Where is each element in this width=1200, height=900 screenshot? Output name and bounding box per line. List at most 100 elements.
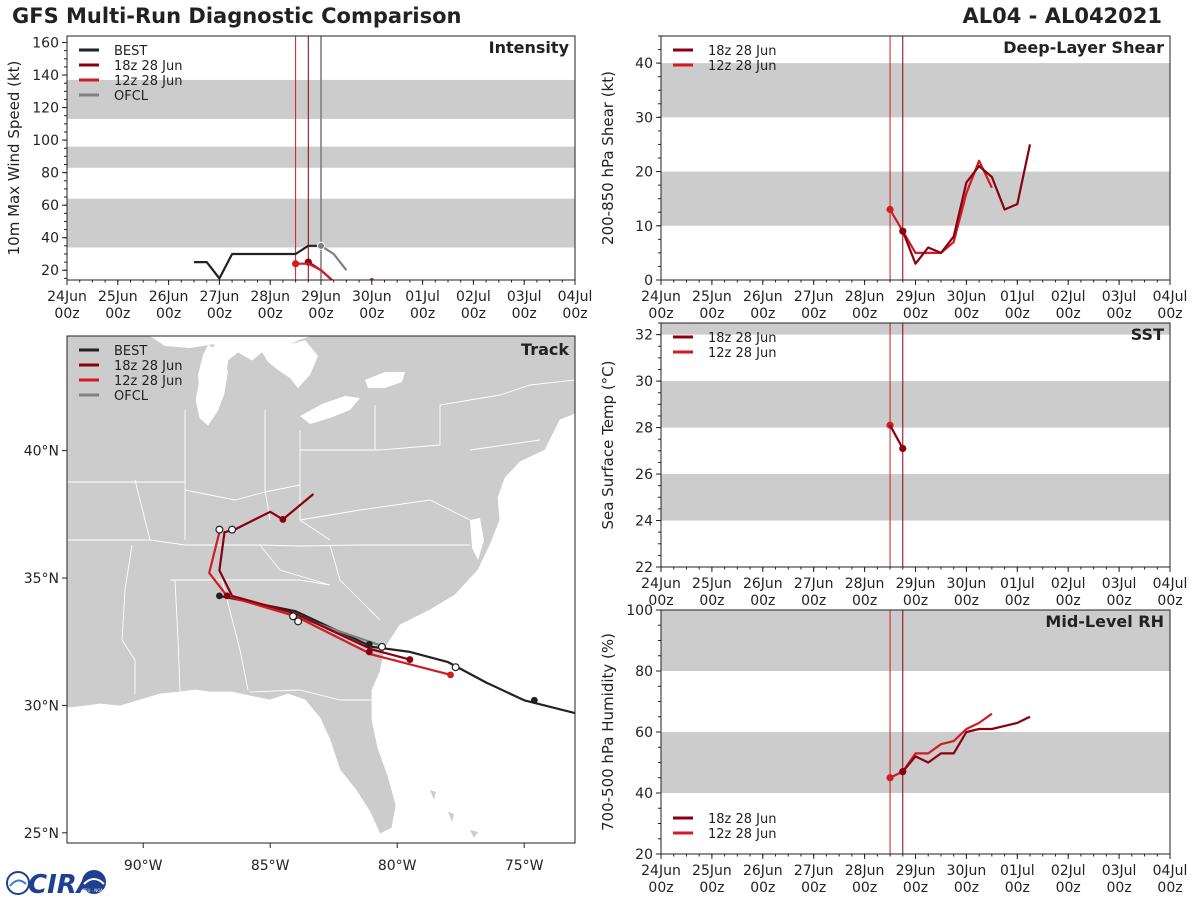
- rh-xtick-label-date: 30Jun: [947, 863, 987, 879]
- shear-xtick-label-hour: 00z: [903, 306, 928, 322]
- rh-xtick-label-date: 03Jul: [1102, 863, 1137, 879]
- sst-xtick-label-hour: 00z: [1157, 593, 1182, 609]
- shear-plot-area: [661, 36, 1170, 280]
- shear-legend-label-run18z: 18z 28 Jun: [708, 44, 777, 59]
- shear-series-run18z: [901, 144, 1032, 265]
- intensity-legend-label-run18z: 18z 28 Jun: [114, 59, 183, 74]
- intensity-xtick-label-hour: 00z: [207, 306, 232, 322]
- intensity-xtick-label-date: 24Jun: [47, 289, 87, 305]
- track-line-run12z: [208, 531, 451, 676]
- lake-ontario: [365, 372, 405, 388]
- shear-ylabel: 200-850 hPa Shear (kt): [599, 71, 617, 245]
- sst-ytick-label: 28: [635, 421, 653, 437]
- sst-xtick-label-hour: 00z: [954, 593, 979, 609]
- shear-xtick-label-hour: 00z: [852, 306, 877, 322]
- rh-xtick-label-hour: 00z: [648, 880, 673, 896]
- shear-xtick-label-date: 30Jun: [947, 289, 987, 305]
- shear-xtick-label-hour: 00z: [954, 306, 979, 322]
- rh-title: Mid-Level RH: [1045, 612, 1164, 631]
- sst-xtick-label-date: 01Jul: [1000, 576, 1035, 592]
- track-position-open-best: [289, 612, 298, 621]
- track-position-open-ofcl: [377, 642, 386, 651]
- rh-ytick-label: 100: [626, 603, 653, 619]
- track-position-open-run18z: [228, 525, 237, 534]
- shear-xtick-label-hour: 00z: [801, 306, 826, 322]
- rh-plot-area: [661, 610, 1170, 854]
- shear-xtick-label-date: 27Jun: [794, 289, 834, 305]
- intensity-xtick-label-hour: 00z: [258, 306, 283, 322]
- track-position-run18z: [406, 656, 414, 663]
- track-legend-label-ofcl: OFCL: [114, 389, 149, 404]
- rh-panel: 2040608010024Jun00z25Jun00z26Jun00z27Jun…: [599, 603, 1187, 896]
- rh-xtick-label-hour: 00z: [801, 880, 826, 896]
- lake-huron: [262, 340, 318, 388]
- shear-xtick-label-hour: 00z: [1107, 306, 1132, 322]
- rh-xtick-label-date: 27Jun: [794, 863, 834, 879]
- track-position-best: [530, 696, 538, 704]
- logo-badge-icon: [82, 870, 106, 894]
- rh-xtick-label-date: 01Jul: [1000, 863, 1035, 879]
- rh-xtick-label-date: 04Jul: [1153, 863, 1188, 879]
- track-ytick-label: 30°N: [24, 698, 59, 714]
- shear-xtick-label-hour: 00z: [1056, 306, 1081, 322]
- sst-ytick-label: 24: [635, 514, 653, 530]
- track-frame: [66, 335, 576, 844]
- track-position-run12z: [447, 671, 454, 679]
- shear-xtick-label-date: 28Jun: [845, 289, 885, 305]
- shear-xtick-label-date: 26Jun: [743, 289, 783, 305]
- shear-xtick-label-date: 04Jul: [1153, 289, 1188, 305]
- sst-xtick-label-hour: 00z: [648, 593, 673, 609]
- rh-series-run18z: [901, 715, 1031, 773]
- intensity-ytick-label: 20: [41, 263, 59, 279]
- shear-panel: 01020304024Jun00z25Jun00z26Jun00z27Jun00…: [599, 35, 1188, 322]
- track-position-open-best: [451, 663, 460, 672]
- intensity-ytick-label: 140: [32, 68, 59, 84]
- rh-ytick-label: 60: [635, 725, 653, 741]
- rh-xtick-label-hour: 00z: [1056, 880, 1081, 896]
- intensity-panel: 2040608010012014016024Jun00z25Jun00z26Ju…: [5, 35, 592, 322]
- lake-superior: [150, 336, 250, 348]
- sst-xtick-label-hour: 00z: [1056, 593, 1081, 609]
- rh-ytick-label: 20: [635, 847, 653, 863]
- intensity-title: Intensity: [489, 38, 570, 57]
- track-position-open-run18z: [294, 617, 303, 626]
- map-land: [67, 336, 575, 838]
- sst-xtick-label-date: 28Jun: [845, 576, 885, 592]
- sst-band-2: [661, 323, 1170, 335]
- intensity-xtick-label-date: 03Jul: [507, 289, 542, 305]
- shear-band-0: [661, 171, 1170, 226]
- intensity-xtick-label-date: 26Jun: [149, 289, 189, 305]
- lake-erie: [300, 396, 360, 424]
- track-legend-label-best: BEST: [114, 344, 147, 359]
- sst-legend-label-run12z: 12z 28 Jun: [708, 346, 777, 361]
- intensity-legend-label-best: BEST: [114, 44, 147, 59]
- intensity-plot-area: [67, 36, 575, 280]
- track-position-run18z: [223, 592, 231, 600]
- intensity-xtick-label-date: 28Jun: [250, 289, 290, 305]
- rh-xtick-label-date: 02Jul: [1051, 863, 1086, 879]
- rh-xtick-label-hour: 00z: [699, 880, 724, 896]
- sst-plot-area: [661, 323, 1170, 567]
- intensity-xtick-label-date: 27Jun: [200, 289, 240, 305]
- rh-band-1: [661, 610, 1170, 671]
- intensity-ytick-label: 80: [41, 166, 59, 182]
- intensity-xtick-label-date: 02Jul: [456, 289, 491, 305]
- shear-xtick-label-date: 29Jun: [896, 289, 936, 305]
- sst-series-run18z: [889, 424, 904, 450]
- intensity-ytick-label: 160: [32, 36, 59, 52]
- rh-xtick-label-date: 24Jun: [641, 863, 681, 879]
- shear-ytick-label: 10: [635, 219, 653, 235]
- sst-ytick-label: 26: [635, 467, 653, 483]
- sst-xtick-label-hour: 00z: [1107, 593, 1132, 609]
- figure-title: GFS Multi-Run Diagnostic Comparison: [12, 4, 462, 28]
- rh-xtick-label-hour: 00z: [1107, 880, 1132, 896]
- intensity-ytick-label: 60: [41, 198, 59, 214]
- rh-ytick-label: 80: [635, 664, 653, 680]
- rh-xtick-label-date: 29Jun: [896, 863, 936, 879]
- sst-xtick-label-date: 26Jun: [743, 576, 783, 592]
- sst-ytick-label: 32: [635, 328, 653, 344]
- intensity-marker-run12z: [292, 260, 300, 268]
- sst-xtick-label-hour: 00z: [801, 593, 826, 609]
- shear-marker-run12z: [886, 205, 894, 214]
- shear-xtick-label-hour: 00z: [648, 306, 673, 322]
